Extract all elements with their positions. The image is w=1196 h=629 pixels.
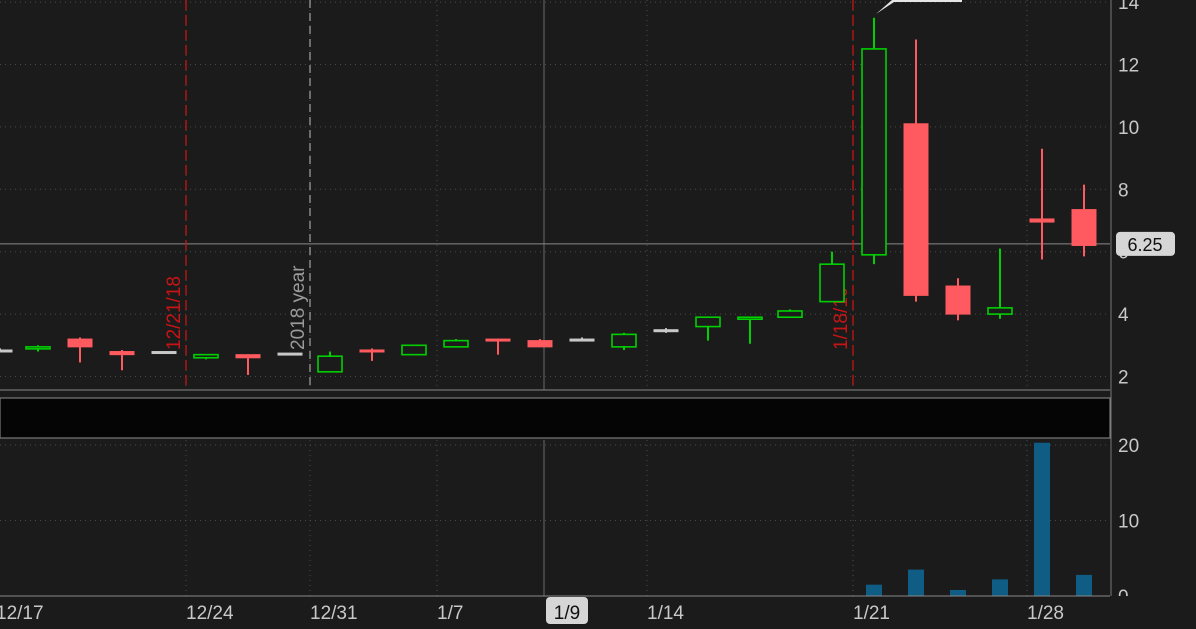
candle[interactable] — [695, 316, 721, 341]
date-axis-tick-label: 1/7 — [437, 603, 463, 624]
date-axis-tick-label: 1/21 — [853, 603, 890, 624]
candle-body — [443, 339, 469, 348]
candle[interactable] — [359, 348, 385, 361]
candle[interactable] — [861, 17, 887, 265]
bubble-pointer — [876, 0, 962, 14]
price-axis-tick-label: 10 — [1118, 118, 1139, 139]
vertical-marker-label: 2018 year — [288, 265, 309, 350]
volume-bar[interactable] — [992, 579, 1008, 596]
candle-body — [317, 355, 343, 373]
price-axis-tick-label: 8 — [1118, 180, 1129, 201]
volume-bar[interactable] — [950, 589, 966, 596]
candle-body — [903, 123, 929, 296]
candle-body — [1029, 218, 1055, 223]
candle-body — [67, 338, 93, 348]
volume-bar[interactable] — [908, 569, 924, 596]
cursor-date-label: 1/9 — [554, 603, 580, 624]
price-axis-tick-label: 2 — [1118, 368, 1129, 389]
candle[interactable] — [777, 309, 803, 319]
candle[interactable] — [569, 337, 595, 342]
candle[interactable] — [443, 339, 469, 348]
candle-body — [401, 344, 427, 356]
candle[interactable] — [277, 352, 303, 356]
candle[interactable] — [945, 278, 971, 321]
candle[interactable] — [1071, 184, 1097, 257]
candle-body — [695, 316, 721, 328]
volume-bar[interactable] — [1076, 574, 1092, 596]
candle-body — [277, 352, 303, 356]
candle-body — [945, 285, 971, 315]
candle[interactable] — [653, 328, 679, 333]
vertical-marker-label: 12/21/18 — [164, 276, 185, 350]
date-axis-tick-label: 1/14 — [647, 603, 684, 624]
candle-body — [235, 354, 261, 359]
candle-body — [819, 263, 845, 303]
volume-bars — [866, 442, 1092, 596]
candle[interactable] — [485, 338, 511, 355]
candle-body — [359, 349, 385, 353]
candle-body — [485, 338, 511, 342]
candle[interactable] — [109, 349, 135, 371]
cursor-date-box — [546, 597, 588, 624]
volume-bar[interactable] — [1034, 442, 1050, 596]
volume-axis-tick-label: 20 — [1118, 436, 1139, 457]
candle-body — [151, 351, 177, 355]
candle[interactable] — [1029, 148, 1055, 260]
candle[interactable] — [235, 354, 261, 375]
current-price-label: 6.25 — [1127, 235, 1162, 255]
candle[interactable] — [527, 339, 553, 348]
volume-bar[interactable] — [866, 584, 882, 596]
date-axis-tick-label: 12/17 — [0, 603, 44, 624]
price-axis-tick-label: 14 — [1118, 0, 1140, 14]
candle-body — [0, 349, 13, 353]
candle[interactable] — [987, 248, 1013, 319]
candle[interactable] — [401, 344, 427, 356]
candle-body — [737, 316, 763, 321]
candle[interactable] — [151, 351, 177, 355]
candle-body — [193, 353, 219, 359]
candle[interactable] — [25, 345, 51, 352]
candle-body — [25, 346, 51, 350]
candle-body — [653, 329, 679, 333]
candle-body — [611, 333, 637, 348]
current-price-box — [1116, 231, 1175, 256]
candle[interactable] — [737, 316, 763, 344]
candle[interactable] — [819, 251, 845, 303]
candle-body — [527, 340, 553, 348]
candle[interactable] — [611, 332, 637, 350]
candle[interactable] — [193, 353, 219, 360]
date-axis-tick-label: 12/31 — [310, 603, 358, 624]
price-axis-tick-label: 4 — [1118, 305, 1129, 326]
date-axis-tick-label: 12/24 — [186, 603, 234, 624]
price-axis-tick-label: 12 — [1118, 56, 1139, 77]
candle-body — [109, 351, 135, 356]
candle-body — [861, 48, 887, 256]
date-axis-background — [0, 596, 1196, 624]
candle[interactable] — [317, 351, 343, 373]
candle-body — [1071, 209, 1097, 246]
candle[interactable] — [0, 348, 13, 353]
vertical-marker-label: 1/18/19 — [831, 287, 852, 350]
candle-body — [777, 310, 803, 319]
pane-separator — [0, 397, 1111, 439]
date-axis-tick-label: 1/28 — [1027, 603, 1064, 624]
volume-axis-tick-label: 10 — [1118, 512, 1139, 533]
candle-body — [987, 307, 1013, 315]
candle-body — [569, 338, 595, 342]
candles — [0, 17, 1097, 375]
candle[interactable] — [903, 39, 929, 302]
candle[interactable] — [67, 337, 93, 363]
